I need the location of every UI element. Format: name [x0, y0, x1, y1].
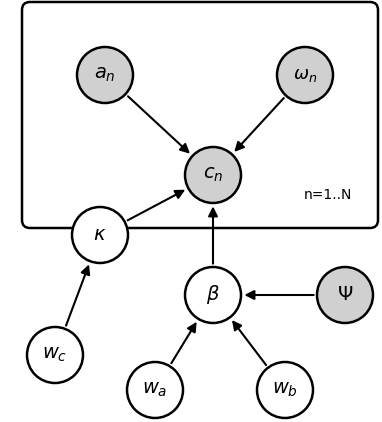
- Circle shape: [257, 362, 313, 418]
- Text: $c_n$: $c_n$: [203, 166, 223, 184]
- Text: $w_b$: $w_b$: [272, 381, 298, 399]
- Text: $w_a$: $w_a$: [142, 381, 168, 399]
- Circle shape: [27, 327, 83, 383]
- Circle shape: [77, 47, 133, 103]
- Text: $\Psi$: $\Psi$: [337, 286, 353, 304]
- Text: $w_c$: $w_c$: [42, 346, 68, 364]
- FancyBboxPatch shape: [22, 2, 378, 228]
- Circle shape: [277, 47, 333, 103]
- Text: n=1..N: n=1..N: [304, 188, 352, 202]
- Text: $\beta$: $\beta$: [206, 284, 220, 306]
- Circle shape: [317, 267, 373, 323]
- Text: $a_n$: $a_n$: [94, 66, 116, 84]
- Circle shape: [72, 207, 128, 263]
- Text: $\omega_n$: $\omega_n$: [293, 66, 317, 84]
- Circle shape: [185, 147, 241, 203]
- Circle shape: [185, 267, 241, 323]
- Text: $\kappa$: $\kappa$: [93, 226, 107, 244]
- Circle shape: [127, 362, 183, 418]
